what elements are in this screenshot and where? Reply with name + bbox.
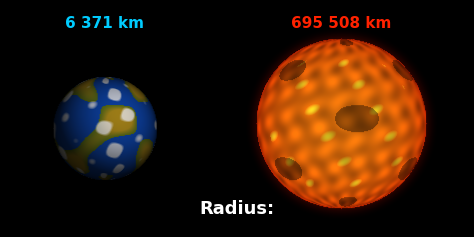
Text: 695 508 km: 695 508 km [291,16,392,31]
Text: 6 371 km: 6 371 km [65,16,144,31]
Text: Radius:: Radius: [200,200,274,218]
